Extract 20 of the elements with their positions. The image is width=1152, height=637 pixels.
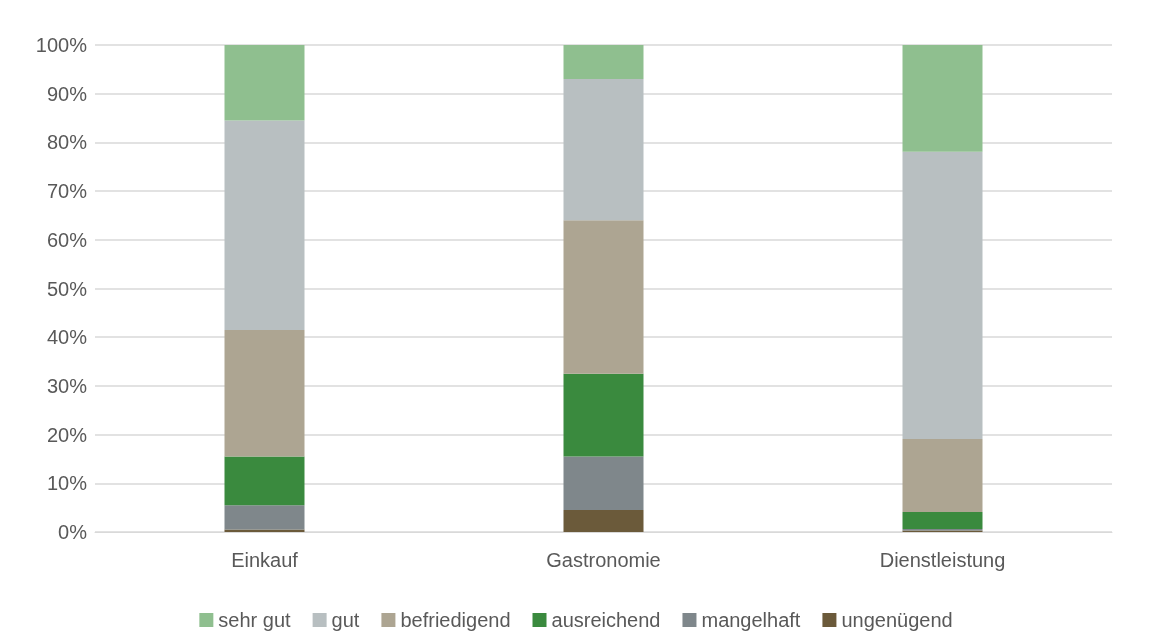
x-tick-label: Dienstleistung: [879, 549, 1006, 571]
y-tick-label: 80%: [46, 131, 88, 154]
y-tick-label: 70%: [46, 180, 88, 203]
x-tick-label: Gastronomie: [546, 549, 661, 571]
y-tick-label: 60%: [46, 228, 88, 251]
legend-label: mangelhaft: [701, 609, 801, 631]
x-tick-label: Einkauf: [231, 549, 299, 571]
y-tick-label: 100%: [35, 34, 88, 56]
legend-label: sehr gut: [218, 609, 292, 631]
legend-label: gut: [331, 609, 360, 631]
y-tick-label: 0%: [58, 521, 88, 543]
legend-label: ungenügend: [841, 609, 953, 631]
y-tick-label: 40%: [46, 326, 88, 349]
y-tick-label: 90%: [46, 82, 88, 105]
y-tick-label: 10%: [46, 472, 88, 495]
legend-label: befriedigend: [400, 609, 511, 631]
y-tick-label: 50%: [46, 277, 88, 300]
legend-label: ausreichend: [551, 609, 661, 631]
y-tick-label: 30%: [46, 374, 88, 397]
y-tick-label: 20%: [46, 423, 88, 446]
